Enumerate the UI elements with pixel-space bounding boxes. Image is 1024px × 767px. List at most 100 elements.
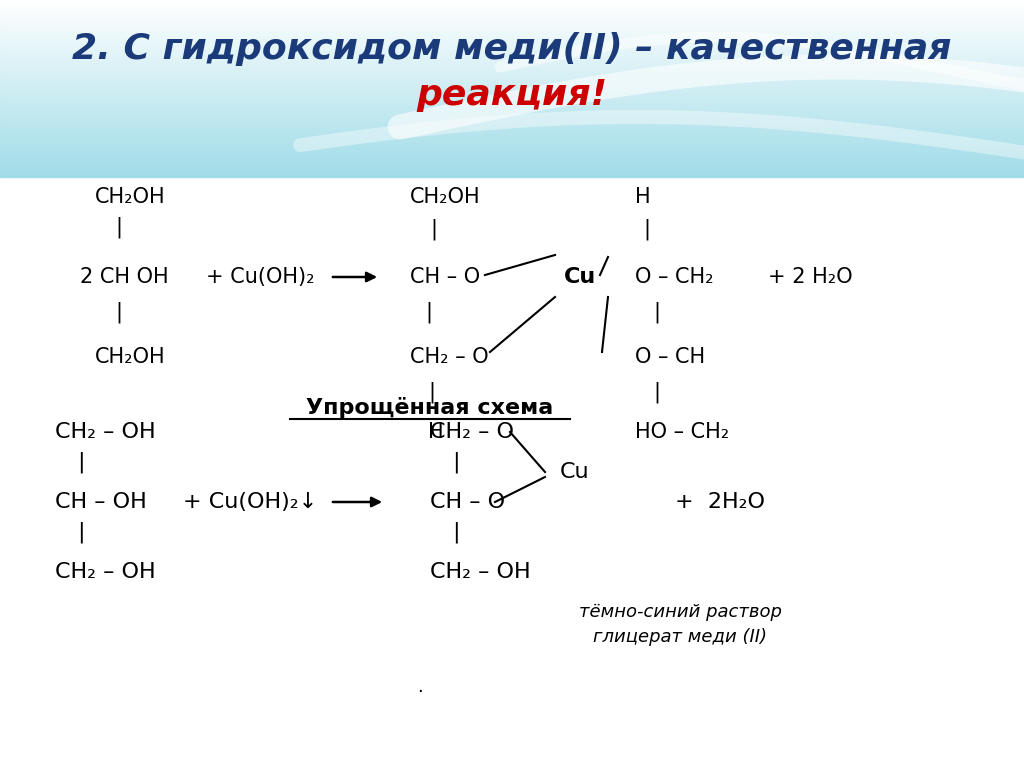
Bar — [0, 125, 1024, 127]
Bar — [0, 63, 1024, 64]
Text: + Cu(OH)₂↓: + Cu(OH)₂↓ — [183, 492, 317, 512]
Bar — [0, 94, 1024, 96]
Bar — [0, 40, 1024, 41]
Text: |: | — [425, 301, 432, 323]
Bar — [0, 18, 1024, 19]
Bar — [0, 55, 1024, 57]
Bar — [0, 21, 1024, 22]
Bar — [0, 54, 1024, 55]
Bar — [0, 17, 1024, 18]
Bar — [0, 143, 1024, 144]
Bar — [0, 86, 1024, 87]
Bar — [0, 158, 1024, 160]
Text: CH₂ – OH: CH₂ – OH — [55, 422, 156, 442]
Bar — [0, 138, 1024, 140]
Bar — [0, 37, 1024, 38]
Text: тёмно-синий раствор: тёмно-синий раствор — [579, 603, 781, 621]
Text: + 2 H₂O: + 2 H₂O — [768, 267, 852, 287]
Bar — [0, 20, 1024, 21]
Bar — [0, 132, 1024, 133]
Text: H: H — [635, 187, 650, 207]
Bar — [0, 149, 1024, 150]
Text: Упрощённая схема: Упрощённая схема — [306, 397, 554, 417]
Bar — [0, 31, 1024, 32]
Bar — [0, 130, 1024, 131]
Bar — [0, 39, 1024, 40]
Bar — [0, 88, 1024, 90]
Bar — [0, 120, 1024, 121]
Bar — [0, 14, 1024, 15]
Text: CH₂OH: CH₂OH — [95, 187, 166, 207]
Text: CH₂OH: CH₂OH — [95, 347, 166, 367]
Text: CH₂ – OH: CH₂ – OH — [55, 562, 156, 582]
Bar — [0, 170, 1024, 171]
Bar — [0, 68, 1024, 70]
Bar — [0, 162, 1024, 163]
Bar — [0, 137, 1024, 138]
Bar — [0, 41, 1024, 42]
Bar — [0, 150, 1024, 151]
Bar — [0, 0, 1024, 2]
Bar — [0, 85, 1024, 86]
Bar — [0, 5, 1024, 6]
Text: |: | — [653, 381, 660, 403]
Bar — [0, 155, 1024, 156]
Bar — [0, 171, 1024, 173]
Bar — [0, 15, 1024, 17]
Bar — [0, 44, 1024, 46]
Text: 2. С гидроксидом меди(II) – качественная: 2. С гидроксидом меди(II) – качественная — [73, 32, 951, 66]
Bar — [0, 51, 1024, 52]
Bar — [0, 7, 1024, 8]
Bar — [0, 121, 1024, 123]
Bar — [0, 78, 1024, 79]
Text: |: | — [452, 522, 460, 543]
Bar — [0, 87, 1024, 88]
Bar — [0, 176, 1024, 177]
Bar — [0, 140, 1024, 142]
Bar — [0, 169, 1024, 170]
Bar — [0, 110, 1024, 111]
Text: |: | — [430, 219, 437, 240]
Bar — [0, 25, 1024, 26]
Bar — [0, 136, 1024, 137]
Bar — [0, 57, 1024, 58]
Bar — [0, 9, 1024, 11]
Bar — [0, 151, 1024, 152]
Bar — [0, 116, 1024, 117]
Bar — [0, 48, 1024, 50]
Bar — [0, 60, 1024, 61]
Bar — [0, 38, 1024, 39]
Bar — [0, 12, 1024, 13]
Bar — [0, 105, 1024, 106]
Bar — [0, 64, 1024, 65]
Bar — [0, 71, 1024, 72]
Bar — [0, 124, 1024, 125]
Bar — [0, 13, 1024, 14]
Bar — [0, 101, 1024, 103]
Bar — [0, 98, 1024, 99]
Bar — [0, 91, 1024, 92]
Bar — [0, 103, 1024, 104]
Text: Cu: Cu — [560, 462, 590, 482]
Bar — [0, 175, 1024, 176]
Bar — [0, 100, 1024, 101]
Text: HO – CH₂: HO – CH₂ — [635, 422, 729, 442]
Bar — [0, 131, 1024, 132]
Bar — [0, 157, 1024, 158]
Text: + Cu(OH)₂: + Cu(OH)₂ — [206, 267, 314, 287]
Bar — [0, 67, 1024, 68]
Bar — [0, 153, 1024, 155]
Bar — [0, 53, 1024, 54]
Bar — [0, 107, 1024, 109]
Text: Cu: Cu — [564, 267, 596, 287]
Text: O – CH: O – CH — [635, 347, 706, 367]
Text: |: | — [643, 219, 650, 240]
Bar — [0, 166, 1024, 167]
Text: CH₂OH: CH₂OH — [410, 187, 480, 207]
Bar — [0, 152, 1024, 153]
Bar — [0, 106, 1024, 107]
Bar — [0, 117, 1024, 118]
Bar — [0, 81, 1024, 83]
Bar — [0, 26, 1024, 27]
Bar — [0, 74, 1024, 75]
